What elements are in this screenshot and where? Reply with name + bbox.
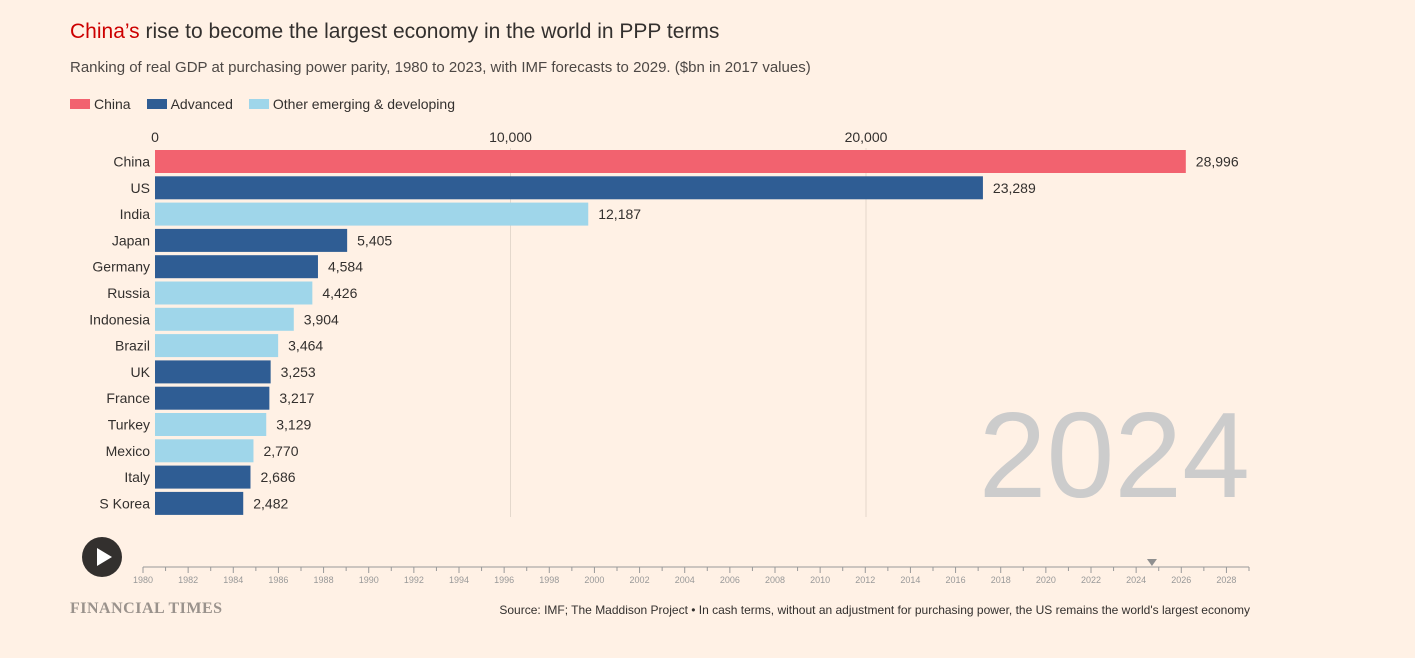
category-label: Germany [92, 259, 150, 275]
value-label: 3,253 [281, 364, 316, 380]
legend-swatch [146, 99, 167, 109]
category-label: China [113, 154, 150, 170]
timeline-year-label: 2018 [991, 575, 1011, 585]
timeline-year-label: 2026 [1171, 575, 1191, 585]
timeline-year-label: 2022 [1081, 575, 1101, 585]
bar [155, 307, 294, 331]
legend-label: Other emerging & developing [272, 96, 455, 112]
timeline-year-label: 1990 [359, 575, 379, 585]
category-label: UK [131, 364, 151, 380]
timeline-marker [1146, 559, 1157, 566]
bar [155, 360, 271, 384]
chart-subtitle: Ranking of real GDP at purchasing power … [70, 59, 811, 76]
timeline-year-label: 2000 [584, 575, 604, 585]
value-label: 3,217 [279, 390, 314, 406]
value-label: 2,770 [263, 443, 298, 459]
timeline-year-label: 2016 [946, 575, 966, 585]
legend: China Advanced Other emerging & developi… [70, 96, 455, 112]
timeline-year-label: 1986 [268, 575, 288, 585]
year-watermark: 2024 [979, 387, 1250, 523]
bar [155, 413, 267, 436]
timeline-year-label: 2028 [1216, 575, 1236, 585]
timeline-year-label: 2012 [855, 575, 875, 585]
value-label: 12,187 [598, 206, 641, 222]
bar [155, 491, 244, 515]
legend-swatch [70, 99, 90, 109]
bar [155, 150, 1186, 173]
chart-title: China’s rise to become the largest econo… [70, 20, 719, 44]
legend-item-advanced: Advanced [146, 96, 233, 112]
x-tick-label: 20,000 [845, 129, 888, 145]
timeline-year-label: 1980 [133, 575, 153, 585]
value-label: 2,686 [260, 469, 295, 485]
bar [155, 255, 318, 279]
timeline-year-label: 2006 [720, 575, 740, 585]
category-label: US [131, 180, 150, 196]
category-label: France [106, 390, 150, 406]
bar [155, 202, 589, 226]
x-tick-label: 0 [151, 129, 159, 145]
timeline-year-label: 1996 [494, 575, 514, 585]
bar [155, 465, 251, 489]
timeline-year-label: 1998 [539, 575, 559, 585]
x-tick-label: 10,000 [489, 129, 532, 145]
value-label: 4,584 [328, 259, 363, 275]
ft-logo: FINANCIAL TIMES [70, 600, 223, 617]
category-label: Turkey [108, 417, 150, 433]
legend-swatch [248, 99, 269, 109]
timeline-year-label: 1988 [314, 575, 334, 585]
value-label: 4,426 [322, 285, 357, 301]
bar [155, 334, 279, 358]
legend-item-emerging: Other emerging & developing [248, 96, 455, 112]
timeline-year-label: 1992 [404, 575, 424, 585]
bar [155, 386, 270, 410]
value-label: 2,482 [253, 495, 288, 511]
value-label: 23,289 [993, 180, 1036, 196]
timeline-year-label: 2014 [900, 575, 920, 585]
value-label: 28,996 [1196, 154, 1239, 170]
title-rest: rise to become the largest economy in th… [139, 20, 720, 43]
value-label: 5,405 [357, 232, 392, 248]
bar [155, 281, 313, 305]
value-label: 3,464 [288, 338, 323, 354]
legend-label: Advanced [170, 96, 233, 112]
timeline-year-label: 2008 [765, 575, 785, 585]
legend-label: China [94, 96, 131, 112]
bar [155, 228, 348, 252]
bar [155, 439, 254, 463]
legend-item-china: China [70, 96, 131, 112]
category-label: S Korea [99, 495, 150, 511]
category-label: Indonesia [89, 311, 150, 327]
category-label: Russia [107, 285, 150, 301]
value-label: 3,129 [276, 417, 311, 433]
timeline-year-label: 1994 [449, 575, 469, 585]
bar [155, 176, 983, 200]
category-label: Mexico [106, 443, 151, 459]
category-label: India [120, 206, 151, 222]
play-button[interactable] [82, 537, 122, 577]
play-icon [97, 548, 112, 566]
category-label: Japan [112, 232, 150, 248]
timeline-year-label: 2004 [675, 575, 695, 585]
timeline-year-label: 1984 [223, 575, 243, 585]
category-label: Italy [124, 469, 150, 485]
value-label: 3,904 [304, 311, 339, 327]
timeline-year-label: 2020 [1036, 575, 1056, 585]
title-highlight: China’s [70, 20, 140, 43]
category-label: Brazil [115, 338, 150, 354]
timeline-year-label: 2002 [630, 575, 650, 585]
timeline-year-label: 1982 [178, 575, 198, 585]
timeline-year-label: 2024 [1126, 575, 1146, 585]
timeline-year-label: 2010 [810, 575, 830, 585]
source-note: Source: IMF; The Maddison Project • In c… [499, 603, 1250, 617]
